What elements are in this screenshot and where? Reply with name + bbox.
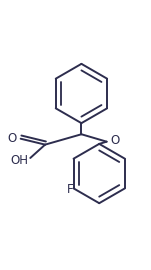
- Text: OH: OH: [11, 154, 29, 167]
- Text: F: F: [67, 183, 74, 196]
- Text: O: O: [110, 134, 120, 147]
- Text: O: O: [8, 132, 17, 145]
